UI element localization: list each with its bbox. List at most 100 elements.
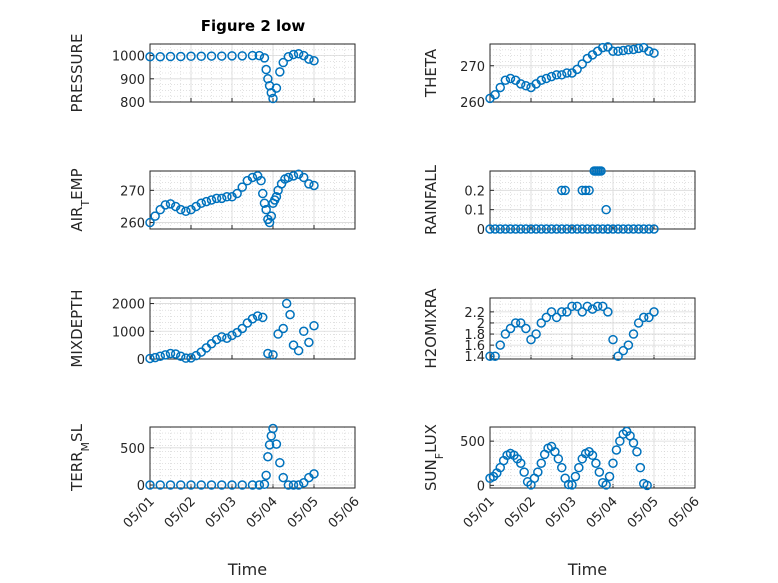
subplot-8: 05/01 05/02 05/03 05/04 05/05 05/06 0 500 SUNFLU… [422,424,703,579]
data-point [510,318,521,328]
subplot-2: 260 270 THETA [422,42,696,111]
data-point [536,75,546,85]
data-point [604,471,615,482]
data-point [632,447,642,457]
data-point [196,51,206,62]
data-point [288,340,299,350]
data-point [293,48,304,59]
data-point [639,312,649,323]
x-tick-label: 05/03 [203,494,240,531]
data-point [155,480,165,490]
data-point [247,50,258,61]
data-point [536,458,546,468]
data-point [551,312,562,323]
data-point [635,462,646,473]
data-point [623,45,634,55]
data-point [623,224,634,234]
subplot-5: 0 1000 2000 MIXDEPTH [68,289,356,368]
y-tick-label: 1.6 [464,339,485,354]
data-point [598,42,608,53]
data-point [176,51,186,62]
data-point [217,193,227,204]
data-point [242,318,253,328]
data-point [603,307,613,317]
data-point [227,480,237,490]
y-tick-label: 800 [120,96,145,111]
data-point [278,472,288,483]
data-point [304,54,314,64]
data-point [557,224,567,234]
data-point [275,457,285,468]
data-point [592,301,603,312]
subplot-6: 1.41.61.822.2 H2OMIXRA [422,288,696,369]
data-point [601,480,611,490]
data-point [160,350,171,360]
y-axis-label: AIRTEMP [68,168,92,231]
data-point [232,188,242,199]
y-tick-label: 2.2 [464,306,485,321]
data-point [611,445,622,455]
data-point [217,332,227,342]
y-tick-label: 2000 [112,298,145,313]
y-tick-label: 0.1 [464,204,485,219]
data-point [278,323,288,334]
data-point [271,83,282,93]
x-tick-label: 05/01 [461,494,498,531]
data-point [592,224,603,234]
data-point [608,224,618,234]
y-tick-label: 2 [477,317,485,332]
data-point [268,423,278,434]
data-point [211,193,222,204]
data-point [531,329,541,339]
data-point [237,182,247,192]
data-point [261,470,271,481]
data-point [273,329,283,339]
data-point [299,172,309,183]
data-point [252,311,263,321]
data-point [227,330,237,341]
data-point [237,51,247,61]
data-point [541,224,552,234]
data-point [268,93,278,104]
data-point [613,46,623,56]
data-point [613,351,623,361]
data-point [541,312,552,323]
data-point [264,217,275,228]
data-point [263,452,273,462]
data-point [495,340,505,350]
data-point [490,351,500,361]
data-point [309,55,319,66]
data-point [176,204,186,215]
data-point [299,478,309,488]
subplot-7: 05/01 05/02 05/03 05/04 05/05 05/06 0 500 TERRMS… [68,423,363,579]
data-point [567,224,577,234]
data-point [145,353,155,364]
data-point [258,188,268,199]
data-point [500,75,511,85]
data-point [598,224,608,234]
data-point [505,224,516,234]
data-point [596,166,606,176]
data-point [521,323,531,334]
data-point [587,224,598,234]
axes-box [149,43,356,103]
data-point [155,351,165,361]
data-point [150,211,160,221]
data-point [516,79,526,89]
data-point [577,307,587,317]
data-point [649,307,659,317]
data-point [247,172,258,183]
y-tick-label: 500 [460,435,485,450]
x-tick-label: 05/06 [326,494,363,531]
data-point [266,431,277,441]
data-point [165,199,176,209]
y-axis-label: TERRMSL [68,423,92,492]
data-point [237,323,247,334]
y-axis-label: MIXDEPTH [68,289,86,367]
data-point [541,73,552,84]
y-tick-label: 0 [137,353,145,368]
data-point [628,224,639,234]
data-point [145,52,155,62]
data-point [562,224,572,234]
